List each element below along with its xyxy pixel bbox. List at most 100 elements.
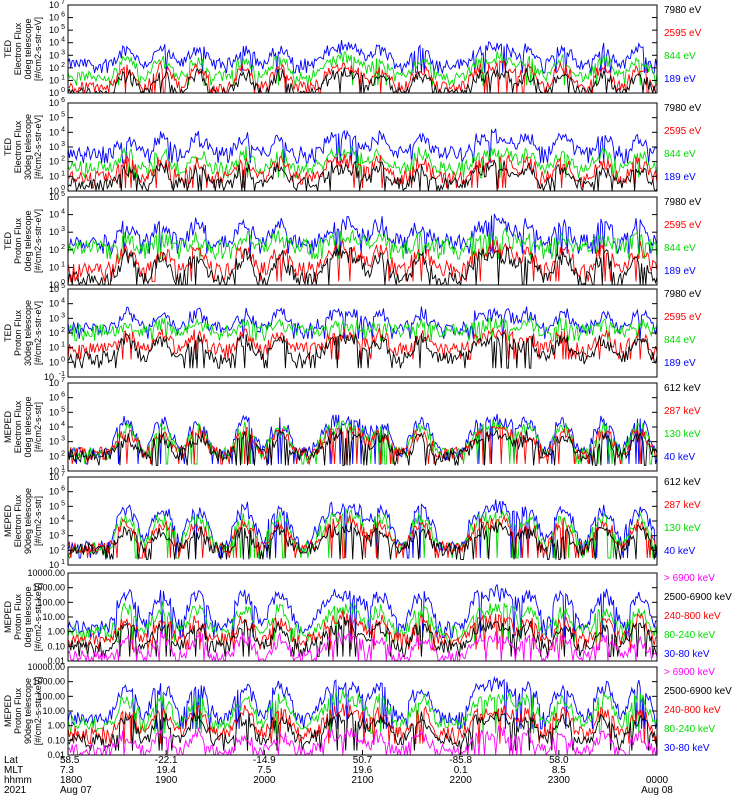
x-row-label-lat: Lat [4, 755, 18, 766]
legend-entry: 2595 eV [664, 220, 702, 231]
y-tick-label: 10 [44, 372, 54, 382]
y-tick-label-exp: 2 [61, 544, 65, 551]
y-tick-label: 10 [49, 560, 59, 570]
series-189-ev [68, 213, 657, 256]
y-tick-label: 0.01 [47, 750, 65, 760]
x-tick-mlt: 19.6 [353, 765, 373, 776]
y-tick-label-exp: 1 [61, 342, 65, 349]
y-tick-label: 1.00 [47, 721, 65, 731]
legend-entry: 2595 eV [664, 28, 702, 39]
legend-entry: 7980 eV [664, 197, 702, 208]
y-tick-label: 10 [49, 63, 59, 73]
y-tick-label-exp: 5 [61, 283, 65, 290]
panel-7: 0.01 0.10 1.00 10.00 100.00 1000.00 10000.00 ME… [3, 568, 732, 666]
y-tick-label-exp: 5 [61, 24, 65, 31]
x-tick-mlt: 0.1 [454, 765, 468, 776]
y-tick-label: 10 [49, 142, 59, 152]
series-7980-ev [68, 331, 657, 369]
y-tick-label: 10 [49, 88, 59, 98]
series-40-kev [68, 499, 657, 559]
legend-entry: 7980 eV [664, 289, 702, 300]
y-axis-label: Proton Flux [13, 309, 23, 356]
legend-entry: 612 keV [664, 383, 701, 394]
series-7980-ev [68, 245, 657, 285]
y-axis-label: TED [3, 323, 13, 342]
y-axis-label: 0deg telescope [23, 396, 33, 457]
y-axis-label: 0deg telescope [23, 18, 33, 79]
series-7980-ev [68, 67, 657, 93]
y-tick-label: 10 [49, 75, 59, 85]
y-tick-label-exp: 1 [61, 74, 65, 81]
y-tick-label: 10 [49, 393, 59, 403]
y-tick-label: 10 [49, 262, 59, 272]
legend-entry: 844 eV [664, 335, 696, 346]
y-tick-label-exp: 3 [61, 530, 65, 537]
y-tick-label: 10.00 [42, 612, 65, 622]
legend-entry: 189 eV [664, 74, 696, 85]
y-tick-label: 10 [49, 127, 59, 137]
y-tick-label: 10 [49, 186, 59, 196]
legend-entry: 2595 eV [664, 312, 702, 323]
series-2595-ev [68, 154, 657, 189]
legend-entry: 7980 eV [664, 5, 702, 16]
legend-entry: 7980 eV [664, 103, 702, 114]
y-tick-label-exp: 4 [61, 298, 65, 305]
y-tick-label: 100.00 [37, 597, 65, 607]
y-axis-label: TED [3, 231, 13, 250]
x-tick-mlt: 8.5 [552, 765, 566, 776]
y-tick-label: 10 [49, 516, 59, 526]
y-tick-label: 10 [49, 487, 59, 497]
y-axis-label: Electron Flux [13, 120, 23, 173]
y-tick-label: 10 [49, 378, 59, 388]
panel-frame [67, 4, 658, 94]
y-tick-label: 10.00 [42, 706, 65, 716]
series-2500-6900-kev [68, 711, 657, 751]
legend-entry: > 6900 keV [664, 667, 715, 678]
y-axis-label: MEPED [3, 505, 13, 538]
y-tick-label-exp: 0 [61, 87, 65, 94]
y-axis-label: Proton Flux [13, 593, 23, 640]
y-tick-label-exp: 3 [61, 312, 65, 319]
legend-entry: 2595 eV [664, 126, 702, 137]
series-844-ev [68, 227, 657, 261]
y-tick-label: 10 [49, 25, 59, 35]
y-tick-label: 10 [49, 210, 59, 220]
legend-entry: 80-240 keV [664, 630, 715, 641]
legend-entry: 130 keV [664, 523, 701, 534]
series-612-kev [68, 428, 657, 466]
legend-entry: 40 keV [664, 452, 695, 463]
y-axis-label: Proton Flux [13, 217, 23, 264]
y-tick-label: 10 [49, 437, 59, 447]
y-tick-label: 10000.00 [27, 662, 65, 672]
y-axis-label: [#/cm2-s-str] [33, 496, 43, 546]
y-axis-label: [#/cm2-s-str] [33, 402, 43, 452]
y-tick-label: 10 [49, 280, 59, 290]
legend-entry: 130 keV [664, 429, 701, 440]
y-tick-label-exp: 2 [61, 156, 65, 163]
series-287-kev [68, 425, 657, 466]
y-tick-label-exp: 0 [61, 279, 65, 286]
x-tick-hhmm: 0000 [646, 775, 669, 786]
x-tick-hhmm: 1800 [60, 775, 83, 786]
y-tick-label: 10 [49, 343, 59, 353]
y-axis-label: 0deg telescope [23, 586, 33, 647]
x-tick-hhmm: 2200 [450, 775, 473, 786]
y-tick-label: 10 [49, 192, 59, 202]
y-axis-label: TED [3, 137, 13, 156]
y-tick-label: 1000.00 [32, 677, 65, 687]
legend-entry: 612 keV [664, 477, 701, 488]
series--6900-kev [68, 725, 657, 755]
x-tick-lat: 58.5 [60, 755, 80, 766]
x-tick-date: Aug 07 [60, 785, 92, 796]
x-row-label-2021: 2021 [4, 785, 27, 796]
series-130-kev [68, 419, 657, 465]
x-tick-date: Aug 08 [641, 785, 673, 796]
y-axis-label: 0deg telescope [23, 210, 33, 271]
y-axis-label: 30deg telescope [23, 114, 33, 180]
y-axis-label: Electron Flux [13, 400, 23, 453]
y-axis-label: 90deg telescope [23, 488, 33, 554]
x-tick-lat: -22.1 [155, 755, 178, 766]
